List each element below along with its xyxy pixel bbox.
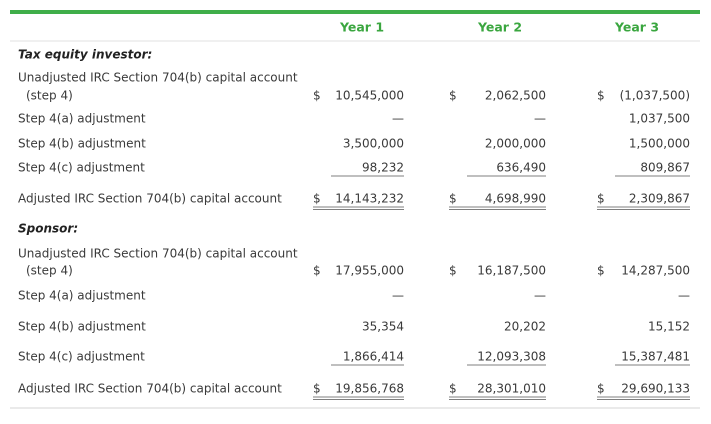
amount: 2,000,000 <box>485 137 546 151</box>
amount: 20,202 <box>504 320 546 334</box>
currency: $ <box>313 264 321 278</box>
currency: $ <box>313 382 321 396</box>
amount: 4,698,990 <box>485 192 546 206</box>
amount: 28,301,010 <box>477 382 546 396</box>
column-header: Year 3 <box>614 20 659 35</box>
row-label: Step 4(a) adjustment <box>18 289 146 303</box>
amount: 15,152 <box>648 320 690 334</box>
amount: — <box>534 112 546 126</box>
currency: $ <box>313 192 321 206</box>
top-bar <box>10 10 700 14</box>
amount: 98,232 <box>362 161 404 175</box>
amount: — <box>392 112 404 126</box>
column-header: Year 1 <box>339 20 384 35</box>
amount: 12,093,308 <box>477 350 546 364</box>
amount: 1,037,500 <box>629 112 690 126</box>
amount: 29,690,133 <box>621 382 690 396</box>
row-label: Step 4(c) adjustment <box>18 161 145 175</box>
currency: $ <box>597 192 605 206</box>
currency: $ <box>597 382 605 396</box>
amount: 19,856,768 <box>335 382 404 396</box>
amount: 1,866,414 <box>343 350 404 364</box>
amount: 15,387,481 <box>621 350 690 364</box>
amount: — <box>392 289 404 303</box>
amount: 17,955,000 <box>335 264 404 278</box>
row-label: Unadjusted IRC Section 704(b) capital ac… <box>18 247 298 261</box>
currency: $ <box>449 192 457 206</box>
amount: 2,309,867 <box>629 192 690 206</box>
amount: 2,062,500 <box>485 89 546 103</box>
row-label: Step 4(b) adjustment <box>18 320 146 334</box>
amount: 809,867 <box>640 161 690 175</box>
row-label: Step 4(c) adjustment <box>18 350 145 364</box>
column-header: Year 2 <box>477 20 522 35</box>
amount: 14,143,232 <box>335 192 404 206</box>
currency: $ <box>449 89 457 103</box>
row-label: Step 4(a) adjustment <box>18 112 146 126</box>
currency: $ <box>597 89 605 103</box>
amount: (1,037,500) <box>620 89 690 103</box>
row-label: Adjusted IRC Section 704(b) capital acco… <box>18 382 282 396</box>
section-title: Sponsor: <box>18 222 78 236</box>
currency: $ <box>449 382 457 396</box>
row-label: (step 4) <box>26 264 73 278</box>
amount: 35,354 <box>362 320 404 334</box>
currency: $ <box>313 89 321 103</box>
amount: 16,187,500 <box>477 264 546 278</box>
currency: $ <box>449 264 457 278</box>
currency: $ <box>597 264 605 278</box>
row-label: Step 4(b) adjustment <box>18 137 146 151</box>
amount: 10,545,000 <box>335 89 404 103</box>
row-label: Unadjusted IRC Section 704(b) capital ac… <box>18 71 298 85</box>
amount: 1,500,000 <box>629 137 690 151</box>
amount: — <box>678 289 690 303</box>
amount: 14,287,500 <box>621 264 690 278</box>
amount: — <box>534 289 546 303</box>
section-title: Tax equity investor: <box>18 48 152 62</box>
amount: 3,500,000 <box>343 137 404 151</box>
row-label: Adjusted IRC Section 704(b) capital acco… <box>18 192 282 206</box>
amount: 636,490 <box>496 161 546 175</box>
row-label: (step 4) <box>26 89 73 103</box>
